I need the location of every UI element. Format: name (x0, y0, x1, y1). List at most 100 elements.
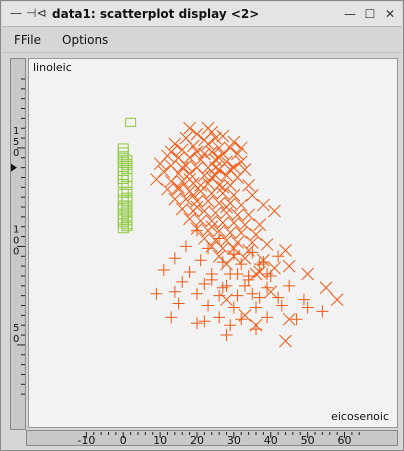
data-point-plus (191, 288, 203, 300)
data-point-plus (272, 250, 284, 262)
data-point-x (184, 122, 196, 134)
data-point-plus (176, 276, 188, 288)
data-point-plus (213, 290, 225, 302)
data-point-x (250, 268, 262, 280)
data-point-x (198, 148, 210, 160)
data-point-x (243, 209, 255, 221)
y-tick-label: 0 (13, 246, 19, 257)
y-tick-label: 0 (13, 148, 19, 159)
data-point-plus (191, 317, 203, 329)
close-button[interactable]: ✕ (383, 7, 397, 21)
data-point-plus (250, 323, 262, 335)
scatterplot (29, 59, 397, 427)
data-point-x (261, 238, 273, 250)
data-point-plus (257, 256, 269, 268)
data-point-x (302, 268, 314, 280)
x-tick-label: 10 (153, 434, 167, 446)
data-point-plus (213, 311, 225, 323)
data-point-x (169, 193, 181, 205)
minimize-button[interactable]: — (343, 7, 357, 21)
menu-bar: FFile Options (2, 28, 402, 53)
data-point-square (118, 195, 128, 203)
x-tick-label: 30 (227, 434, 241, 446)
window-menu-icon[interactable]: — (10, 6, 22, 20)
data-point-x (268, 205, 280, 217)
x-tick-label: 60 (338, 434, 352, 446)
data-point-square (122, 187, 132, 195)
data-point-plus (232, 268, 244, 280)
data-point-plus (283, 280, 295, 292)
data-point-x (221, 201, 233, 213)
pin-icon[interactable]: ⊣⊲ (26, 6, 47, 20)
data-point-plus (173, 298, 185, 310)
data-point-plus (246, 246, 258, 258)
data-point-plus (221, 280, 233, 292)
data-point-plus (302, 301, 314, 313)
data-point-x (206, 171, 218, 183)
menu-options[interactable]: Options (62, 33, 108, 47)
y-tick-label: 5 (13, 323, 19, 334)
data-point-x (268, 262, 280, 274)
data-point-plus (298, 294, 310, 306)
data-point-plus (265, 270, 277, 282)
x-tick-label: 0 (120, 434, 127, 446)
data-point-x (209, 162, 221, 174)
horizontal-ruler[interactable]: -10 0 10 20 30 40 50 60 (26, 430, 398, 446)
data-point-plus (276, 300, 288, 312)
data-point-x (217, 130, 229, 142)
data-point-plus (261, 311, 273, 323)
title-bar[interactable]: — ⊣⊲ data1: scatterplot display <2> — ☐ … (2, 2, 402, 27)
data-point-x (280, 335, 292, 347)
x-tick-label: 20 (190, 434, 204, 446)
data-point-plus (316, 305, 328, 317)
data-point-plus (202, 300, 214, 312)
data-point-plus (158, 264, 170, 276)
menu-file[interactable]: FFile (14, 33, 41, 47)
data-point-plus (217, 282, 229, 294)
horizontal-ruler-ticks: -10 0 10 20 30 40 50 60 (27, 432, 397, 446)
data-point-x (191, 195, 203, 207)
data-point-plus (228, 248, 240, 260)
data-point-x (202, 122, 214, 134)
data-point-x (173, 181, 185, 193)
data-point-x (206, 240, 218, 252)
data-point-x (187, 140, 199, 152)
data-point-plus (195, 254, 207, 266)
y-axis-label: linoleic (33, 61, 72, 74)
data-point-x (176, 162, 188, 174)
data-point-plus (272, 292, 284, 304)
data-point-x (176, 203, 188, 215)
vertical-ruler-ticks: 15010050 (11, 59, 25, 429)
data-point-x (198, 205, 210, 217)
data-point-x (224, 142, 236, 154)
y-tick-label: 1 (13, 224, 19, 235)
data-point-x (331, 294, 343, 306)
data-point-x (213, 142, 225, 154)
y-tick-label: 0 (13, 334, 19, 345)
data-point-x (206, 221, 218, 233)
data-point-x (283, 260, 295, 272)
data-point-x (221, 207, 233, 219)
data-point-plus (224, 319, 236, 331)
data-point-plus (250, 301, 262, 313)
data-point-plus (180, 240, 192, 252)
x-tick-label: 50 (301, 434, 315, 446)
data-point-square (126, 118, 136, 126)
data-point-plus (165, 311, 177, 323)
plot-area[interactable]: linoleic eicosenoic (28, 58, 398, 428)
maximize-button[interactable]: ☐ (363, 7, 377, 21)
data-point-plus (261, 268, 273, 280)
data-point-x (232, 236, 244, 248)
data-point-x (228, 136, 240, 148)
data-point-x (235, 199, 247, 211)
data-point-plus (221, 329, 233, 341)
data-point-x (280, 244, 292, 256)
data-point-x (235, 142, 247, 154)
data-point-x (150, 173, 162, 185)
data-point-x (195, 179, 207, 191)
data-point-plus (198, 315, 210, 327)
data-point-x (213, 197, 225, 209)
data-point-plus (169, 286, 181, 298)
